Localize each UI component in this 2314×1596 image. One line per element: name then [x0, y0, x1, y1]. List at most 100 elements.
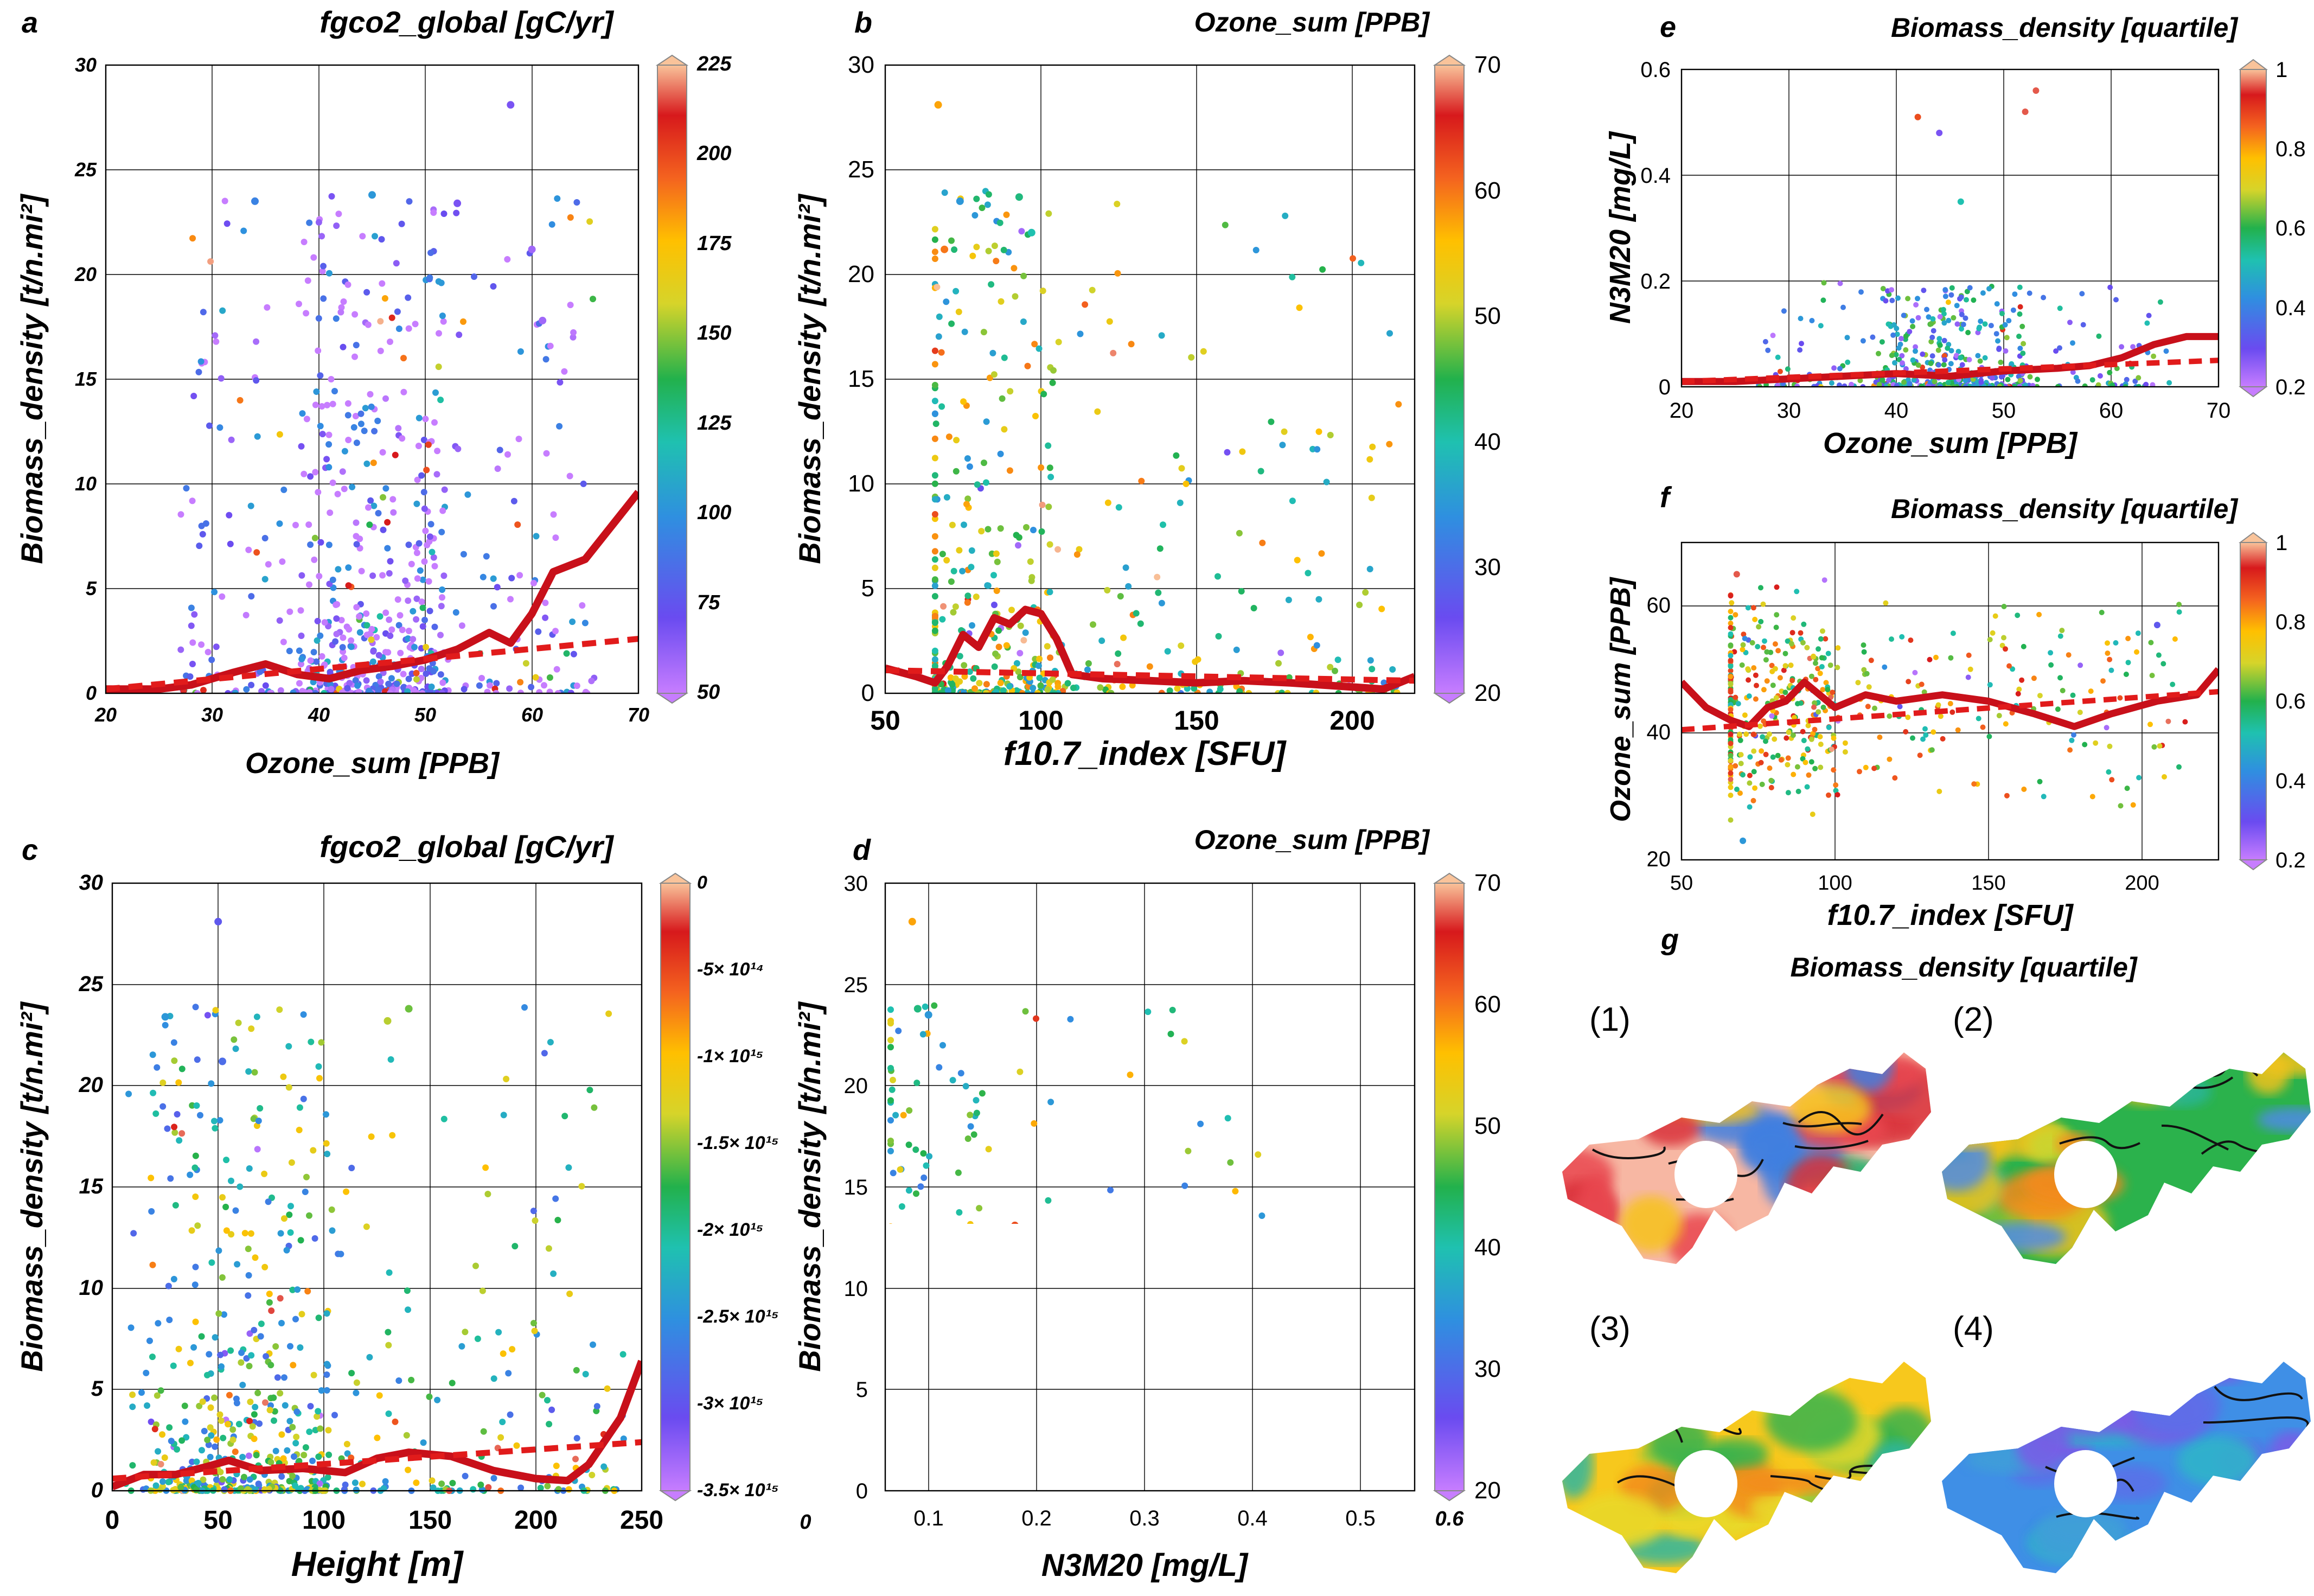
scatter-point [270, 1394, 277, 1401]
scatter-point [344, 685, 351, 692]
scatter-point [377, 678, 384, 685]
scatter-point [226, 1391, 233, 1399]
scatter-point [947, 1471, 953, 1477]
scatter-point [934, 1486, 940, 1493]
scatter-point [887, 1483, 894, 1489]
scatter-point [1000, 687, 1007, 693]
scatter-point [191, 611, 198, 618]
scatter-point [949, 681, 956, 688]
scatter-point [325, 1451, 333, 1458]
scatter-point [1897, 704, 1903, 710]
scatter-point [949, 1426, 956, 1432]
colorbar-tick: 1 [2275, 58, 2287, 82]
contour-line [2056, 1511, 2140, 1520]
scatter-point [1753, 696, 1759, 702]
scatter-point [406, 198, 413, 205]
scatter-point [250, 1115, 257, 1122]
y-tick: 0 [86, 682, 97, 704]
scatter-point [341, 654, 348, 661]
scatter-point [353, 342, 360, 349]
scatter-point [1795, 701, 1800, 707]
scatter-point [381, 295, 388, 302]
scatter-point [1834, 665, 1840, 671]
scatter-point [261, 535, 269, 541]
scatter-point [554, 690, 561, 693]
scatter-point [887, 1259, 894, 1265]
scatter-point [908, 1465, 915, 1472]
scatter-point [149, 1051, 156, 1058]
colorbar-cap-bottom [2239, 859, 2268, 871]
scatter-point [1813, 660, 1818, 666]
scatter-point [388, 675, 395, 682]
scatter-point [2150, 382, 2156, 387]
scatter-point [942, 1281, 949, 1287]
scatter-point [2104, 725, 2110, 731]
map-patch [2159, 1205, 2232, 1230]
scatter-point [2089, 377, 2095, 383]
scatter-point [1156, 545, 1164, 552]
scatter-point [2021, 341, 2027, 347]
scatter-point [958, 1248, 964, 1254]
scatter-point [1178, 465, 1185, 472]
scatter-point [895, 1027, 902, 1035]
scatter-point [2006, 318, 2012, 324]
scatter-point [172, 1202, 179, 1209]
scatter-point [970, 675, 977, 682]
scatter-point [963, 1326, 970, 1333]
scatter-point [1018, 228, 1025, 235]
scatter-point [1782, 663, 1788, 669]
scatter-point [1890, 332, 1896, 338]
y-tick: 25 [844, 973, 868, 997]
scatter-point [931, 236, 938, 243]
scatter-point [315, 1063, 322, 1070]
y-axis-label: Biomass_density [t/n.mi²] [15, 193, 49, 564]
scatter-point [1958, 294, 1964, 300]
map-patch [1942, 1114, 1996, 1149]
map-patch [2170, 1525, 2262, 1573]
scatter-point [1108, 690, 1115, 693]
scatter-point [289, 1423, 296, 1431]
scatter-point [177, 646, 184, 653]
scatter-point [1940, 736, 1946, 742]
scatter-point [1889, 636, 1894, 642]
scatter-point [341, 486, 348, 493]
scatter-point [919, 1464, 925, 1470]
scatter-point [1909, 318, 1915, 324]
scatter-point [991, 602, 998, 608]
scatter-point [252, 1486, 259, 1493]
scatter-point [1754, 682, 1759, 688]
scatter-point [947, 1476, 954, 1483]
scatter-point [1791, 771, 1797, 777]
scatter-point [296, 680, 303, 687]
scatter-point [1762, 339, 1768, 344]
scatter-point [1164, 648, 1171, 655]
scatter-point [471, 273, 477, 280]
contour-line [2203, 1416, 2309, 1428]
scatter-point [431, 419, 438, 426]
scatter-point [1870, 334, 1876, 340]
scatter-point [1086, 1367, 1092, 1373]
scatter-point [914, 1240, 921, 1247]
scatter-point [2036, 611, 2042, 617]
scatter-point [317, 423, 324, 430]
scatter-point [969, 1469, 975, 1475]
scatter-point [1963, 315, 1968, 321]
scatter-point [966, 463, 973, 470]
scatter-point [183, 485, 190, 491]
scatter-point [949, 521, 956, 528]
scatter-point [484, 688, 491, 693]
scatter-point [395, 325, 402, 332]
x-tick: 60 [521, 704, 543, 726]
scatter-point [1923, 732, 1929, 738]
scatter-point [440, 210, 448, 217]
scatter-point [287, 1229, 294, 1236]
x-tick: 200 [514, 1506, 558, 1535]
scatter-point [1228, 1480, 1235, 1487]
scatter-point [913, 1455, 920, 1462]
scatter-point [1929, 334, 1935, 340]
scatter-point [915, 1276, 922, 1283]
scatter-point [1772, 641, 1778, 647]
gridlines [885, 883, 1415, 1491]
scatter-point [1089, 286, 1096, 293]
scatter-point [905, 1256, 911, 1263]
